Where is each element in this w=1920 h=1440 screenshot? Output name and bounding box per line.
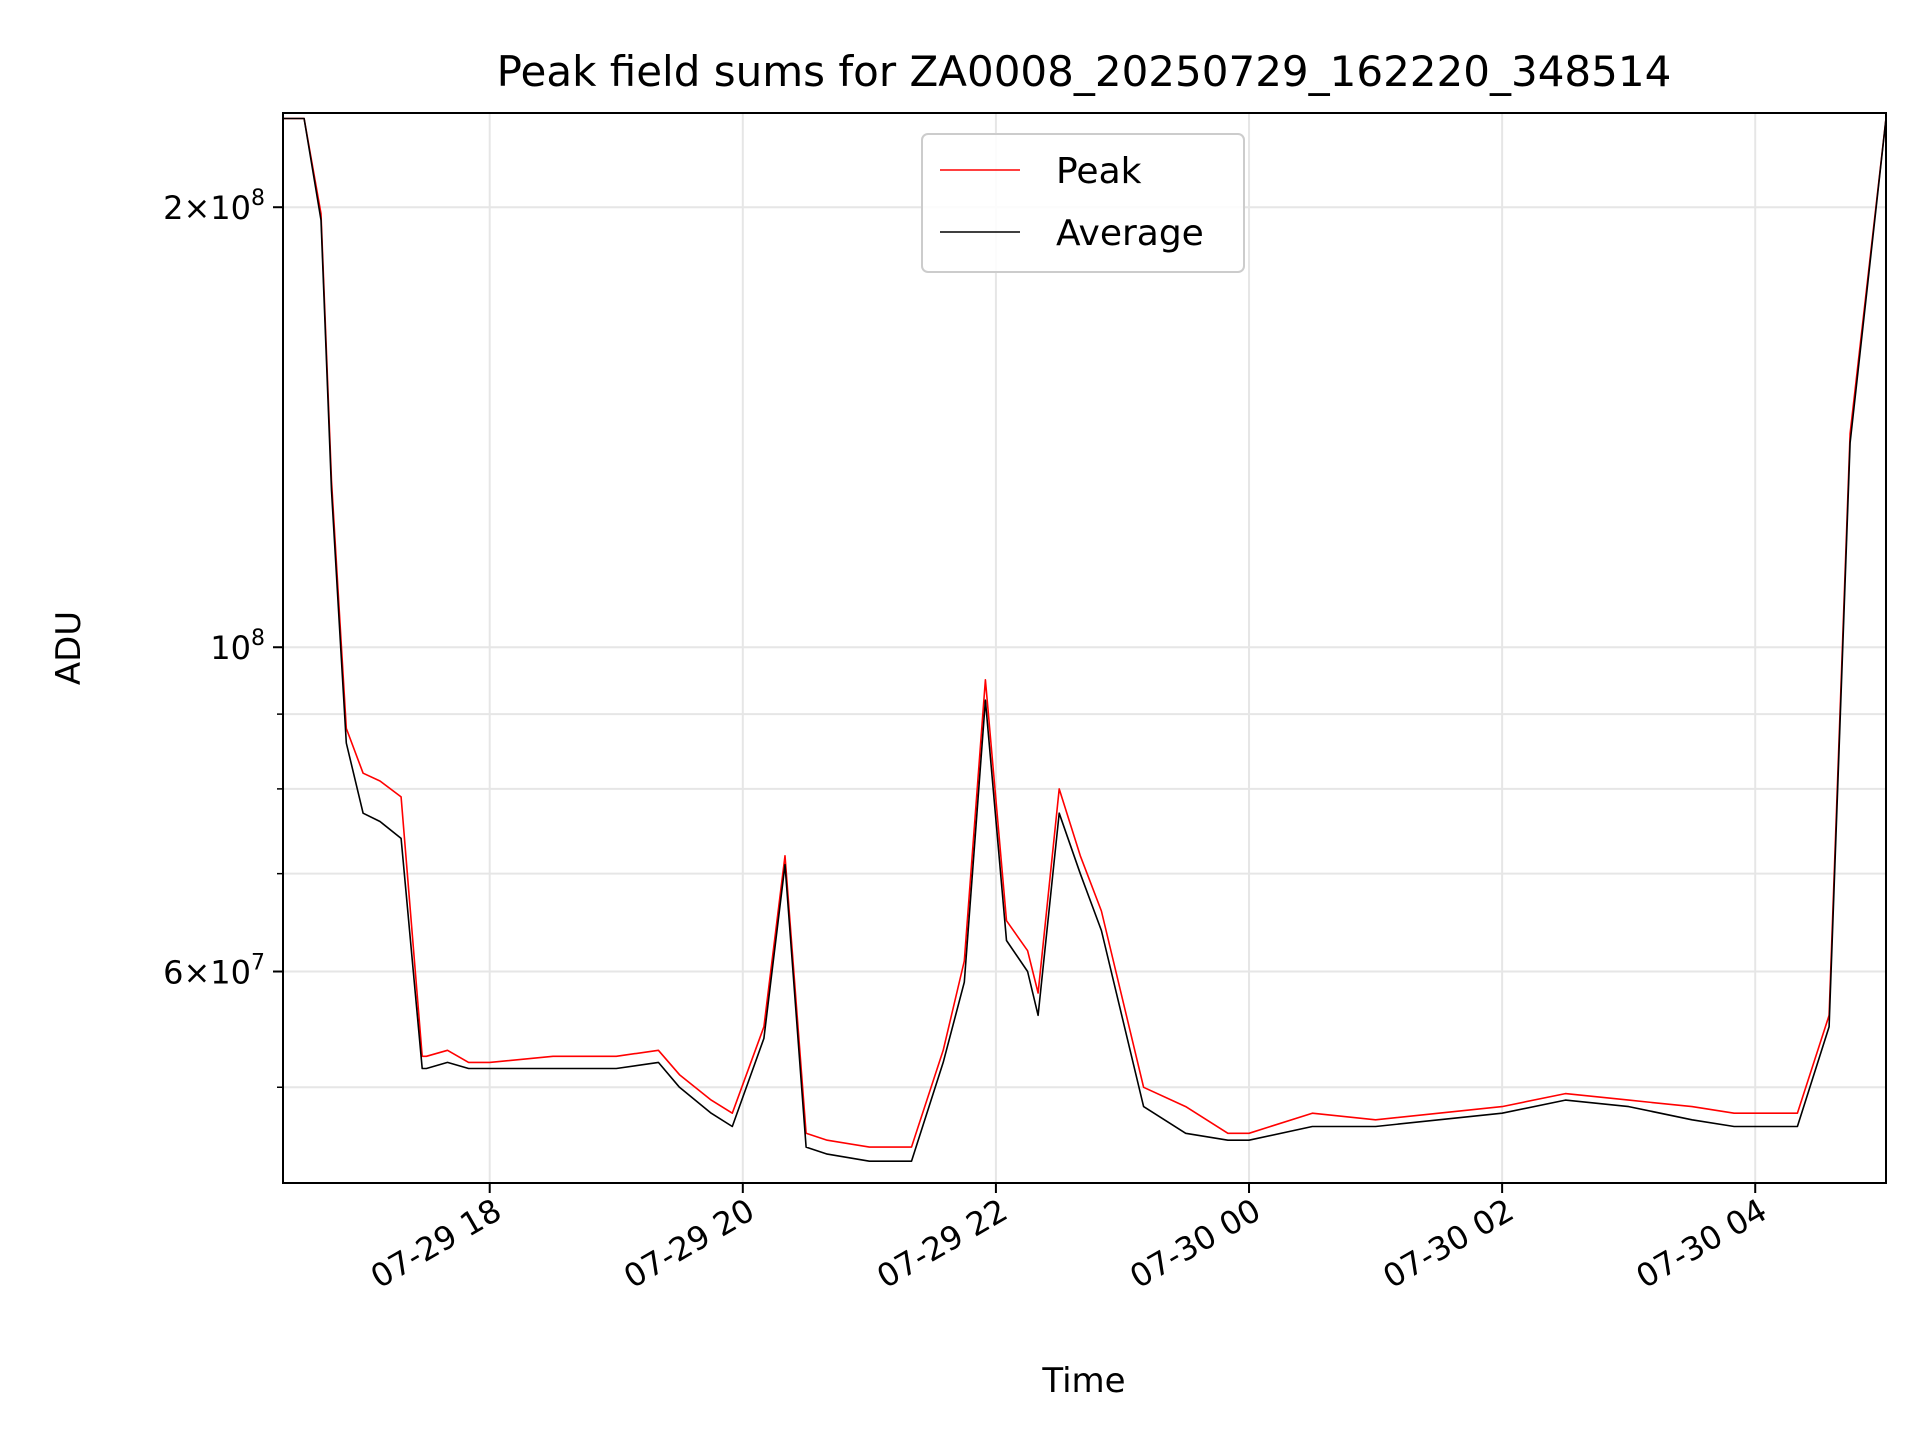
- x-tick-label: 07-29 22: [870, 1191, 1014, 1296]
- y-tick-ten: 10: [210, 189, 251, 227]
- x-axis-label: Time: [1041, 1361, 1125, 1401]
- y-tick-ten: 10: [210, 954, 251, 992]
- legend-peak-label: Peak: [1056, 151, 1142, 192]
- x-tick-label: 07-30 04: [1630, 1191, 1774, 1296]
- y-tick-label: 2×108: [163, 186, 265, 227]
- y-tick-ten: 10: [210, 629, 251, 667]
- x-tick-label: 07-30 00: [1123, 1191, 1267, 1296]
- series-line-average: [283, 117, 1887, 1162]
- x-tick-label: 07-29 18: [364, 1191, 508, 1296]
- series-layer: [283, 117, 1887, 1162]
- x-tick-label: 07-29 20: [617, 1191, 761, 1296]
- x-axis: 07-29 18 07-29 20 07-29 22 07-30 00 07-30 02…: [364, 1183, 1773, 1296]
- chart-title: Peak field sums for ZA0008_20250729_1622…: [497, 47, 1672, 96]
- y-tick-exponent: 7: [251, 951, 265, 976]
- legend-average-label: Average: [1056, 213, 1204, 254]
- legend: Peak Average: [921, 133, 1245, 273]
- y-axis-label: ADU: [49, 611, 89, 685]
- y-tick-label: 6×107: [163, 951, 265, 992]
- series-line-peak: [283, 117, 1887, 1148]
- grid: [283, 113, 1886, 1183]
- legend-box: [921, 133, 1245, 273]
- y-tick-times: ×: [183, 189, 210, 227]
- y-tick-times: ×: [183, 954, 210, 992]
- y-tick-label: 108: [210, 626, 265, 667]
- y-tick-base: 6: [163, 954, 183, 992]
- y-tick-exponent: 8: [251, 626, 265, 651]
- y-tick-base: 2: [163, 189, 183, 227]
- y-tick-exponent: 8: [251, 186, 265, 211]
- x-tick-label: 07-30 02: [1377, 1191, 1521, 1296]
